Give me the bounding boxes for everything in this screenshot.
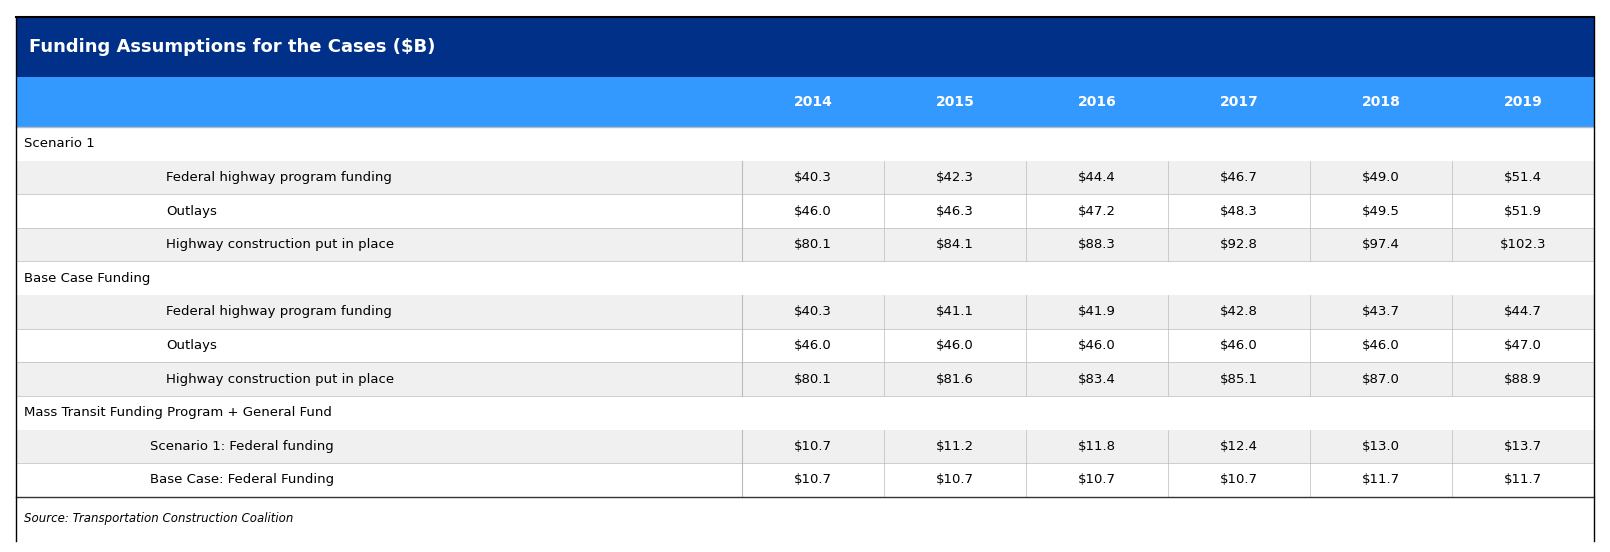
FancyBboxPatch shape bbox=[16, 194, 1594, 228]
Text: $44.4: $44.4 bbox=[1079, 171, 1116, 184]
Text: $51.4: $51.4 bbox=[1504, 171, 1542, 184]
Text: $10.7: $10.7 bbox=[794, 440, 832, 453]
Text: $13.7: $13.7 bbox=[1504, 440, 1542, 453]
Text: $80.1: $80.1 bbox=[794, 373, 832, 386]
Text: $49.5: $49.5 bbox=[1362, 204, 1399, 217]
Text: $11.8: $11.8 bbox=[1077, 440, 1116, 453]
Text: Scenario 1: Scenario 1 bbox=[24, 137, 95, 150]
Text: Federal highway program funding: Federal highway program funding bbox=[166, 171, 391, 184]
Text: $10.7: $10.7 bbox=[794, 474, 832, 486]
Text: Federal highway program funding: Federal highway program funding bbox=[166, 305, 391, 319]
Text: $87.0: $87.0 bbox=[1362, 373, 1399, 386]
Text: $47.2: $47.2 bbox=[1077, 204, 1116, 217]
Text: $11.7: $11.7 bbox=[1504, 474, 1542, 486]
Text: Scenario 1: Federal funding: Scenario 1: Federal funding bbox=[150, 440, 333, 453]
FancyBboxPatch shape bbox=[16, 295, 1594, 328]
Text: Funding Assumptions for the Cases ($B): Funding Assumptions for the Cases ($B) bbox=[29, 38, 435, 56]
Text: $46.0: $46.0 bbox=[794, 339, 832, 352]
Text: $46.0: $46.0 bbox=[1362, 339, 1399, 352]
Text: $10.7: $10.7 bbox=[1220, 474, 1257, 486]
Text: 2016: 2016 bbox=[1077, 95, 1116, 109]
Text: Highway construction put in place: Highway construction put in place bbox=[166, 238, 394, 251]
Text: $43.7: $43.7 bbox=[1362, 305, 1401, 319]
Text: $51.9: $51.9 bbox=[1504, 204, 1542, 217]
Text: $88.3: $88.3 bbox=[1079, 238, 1116, 251]
Text: 2017: 2017 bbox=[1219, 95, 1259, 109]
Text: Source: Transportation Construction Coalition: Source: Transportation Construction Coal… bbox=[24, 512, 293, 526]
Text: $13.0: $13.0 bbox=[1362, 440, 1401, 453]
Text: $97.4: $97.4 bbox=[1362, 238, 1399, 251]
Text: $41.9: $41.9 bbox=[1079, 305, 1116, 319]
FancyBboxPatch shape bbox=[16, 463, 1594, 497]
Text: $46.0: $46.0 bbox=[935, 339, 974, 352]
FancyBboxPatch shape bbox=[16, 396, 1594, 429]
FancyBboxPatch shape bbox=[16, 429, 1594, 463]
Text: Base Case Funding: Base Case Funding bbox=[24, 272, 150, 285]
Text: $88.9: $88.9 bbox=[1504, 373, 1542, 386]
Text: $92.8: $92.8 bbox=[1220, 238, 1257, 251]
Text: $42.8: $42.8 bbox=[1220, 305, 1257, 319]
Text: Mass Transit Funding Program + General Fund: Mass Transit Funding Program + General F… bbox=[24, 406, 332, 420]
Text: 2014: 2014 bbox=[794, 95, 832, 109]
Text: 2015: 2015 bbox=[935, 95, 974, 109]
Text: $40.3: $40.3 bbox=[794, 171, 832, 184]
Text: $46.0: $46.0 bbox=[1079, 339, 1116, 352]
Text: $80.1: $80.1 bbox=[794, 238, 832, 251]
Text: $46.3: $46.3 bbox=[935, 204, 974, 217]
Text: $84.1: $84.1 bbox=[935, 238, 974, 251]
Text: $48.3: $48.3 bbox=[1220, 204, 1257, 217]
FancyBboxPatch shape bbox=[16, 77, 1594, 127]
Text: $40.3: $40.3 bbox=[794, 305, 832, 319]
FancyBboxPatch shape bbox=[16, 328, 1594, 362]
Text: $44.7: $44.7 bbox=[1504, 305, 1542, 319]
Text: Outlays: Outlays bbox=[166, 339, 217, 352]
Text: $41.1: $41.1 bbox=[935, 305, 974, 319]
Text: Base Case: Federal Funding: Base Case: Federal Funding bbox=[150, 474, 335, 486]
Text: $11.2: $11.2 bbox=[935, 440, 974, 453]
Text: $102.3: $102.3 bbox=[1499, 238, 1546, 251]
FancyBboxPatch shape bbox=[16, 127, 1594, 161]
Text: $81.6: $81.6 bbox=[935, 373, 974, 386]
Text: $49.0: $49.0 bbox=[1362, 171, 1399, 184]
Text: $85.1: $85.1 bbox=[1220, 373, 1257, 386]
Text: 2018: 2018 bbox=[1362, 95, 1401, 109]
Text: $46.0: $46.0 bbox=[1220, 339, 1257, 352]
Text: $11.7: $11.7 bbox=[1362, 474, 1401, 486]
Text: $42.3: $42.3 bbox=[935, 171, 974, 184]
Text: $47.0: $47.0 bbox=[1504, 339, 1542, 352]
Text: $46.7: $46.7 bbox=[1220, 171, 1257, 184]
Text: $10.7: $10.7 bbox=[1077, 474, 1116, 486]
FancyBboxPatch shape bbox=[16, 362, 1594, 396]
FancyBboxPatch shape bbox=[16, 262, 1594, 295]
Text: $83.4: $83.4 bbox=[1079, 373, 1116, 386]
Text: Outlays: Outlays bbox=[166, 204, 217, 217]
Text: Highway construction put in place: Highway construction put in place bbox=[166, 373, 394, 386]
FancyBboxPatch shape bbox=[16, 228, 1594, 262]
Text: 2019: 2019 bbox=[1504, 95, 1542, 109]
Text: $10.7: $10.7 bbox=[935, 474, 974, 486]
FancyBboxPatch shape bbox=[16, 17, 1594, 77]
FancyBboxPatch shape bbox=[16, 161, 1594, 194]
Text: $46.0: $46.0 bbox=[794, 204, 832, 217]
Text: $12.4: $12.4 bbox=[1220, 440, 1257, 453]
